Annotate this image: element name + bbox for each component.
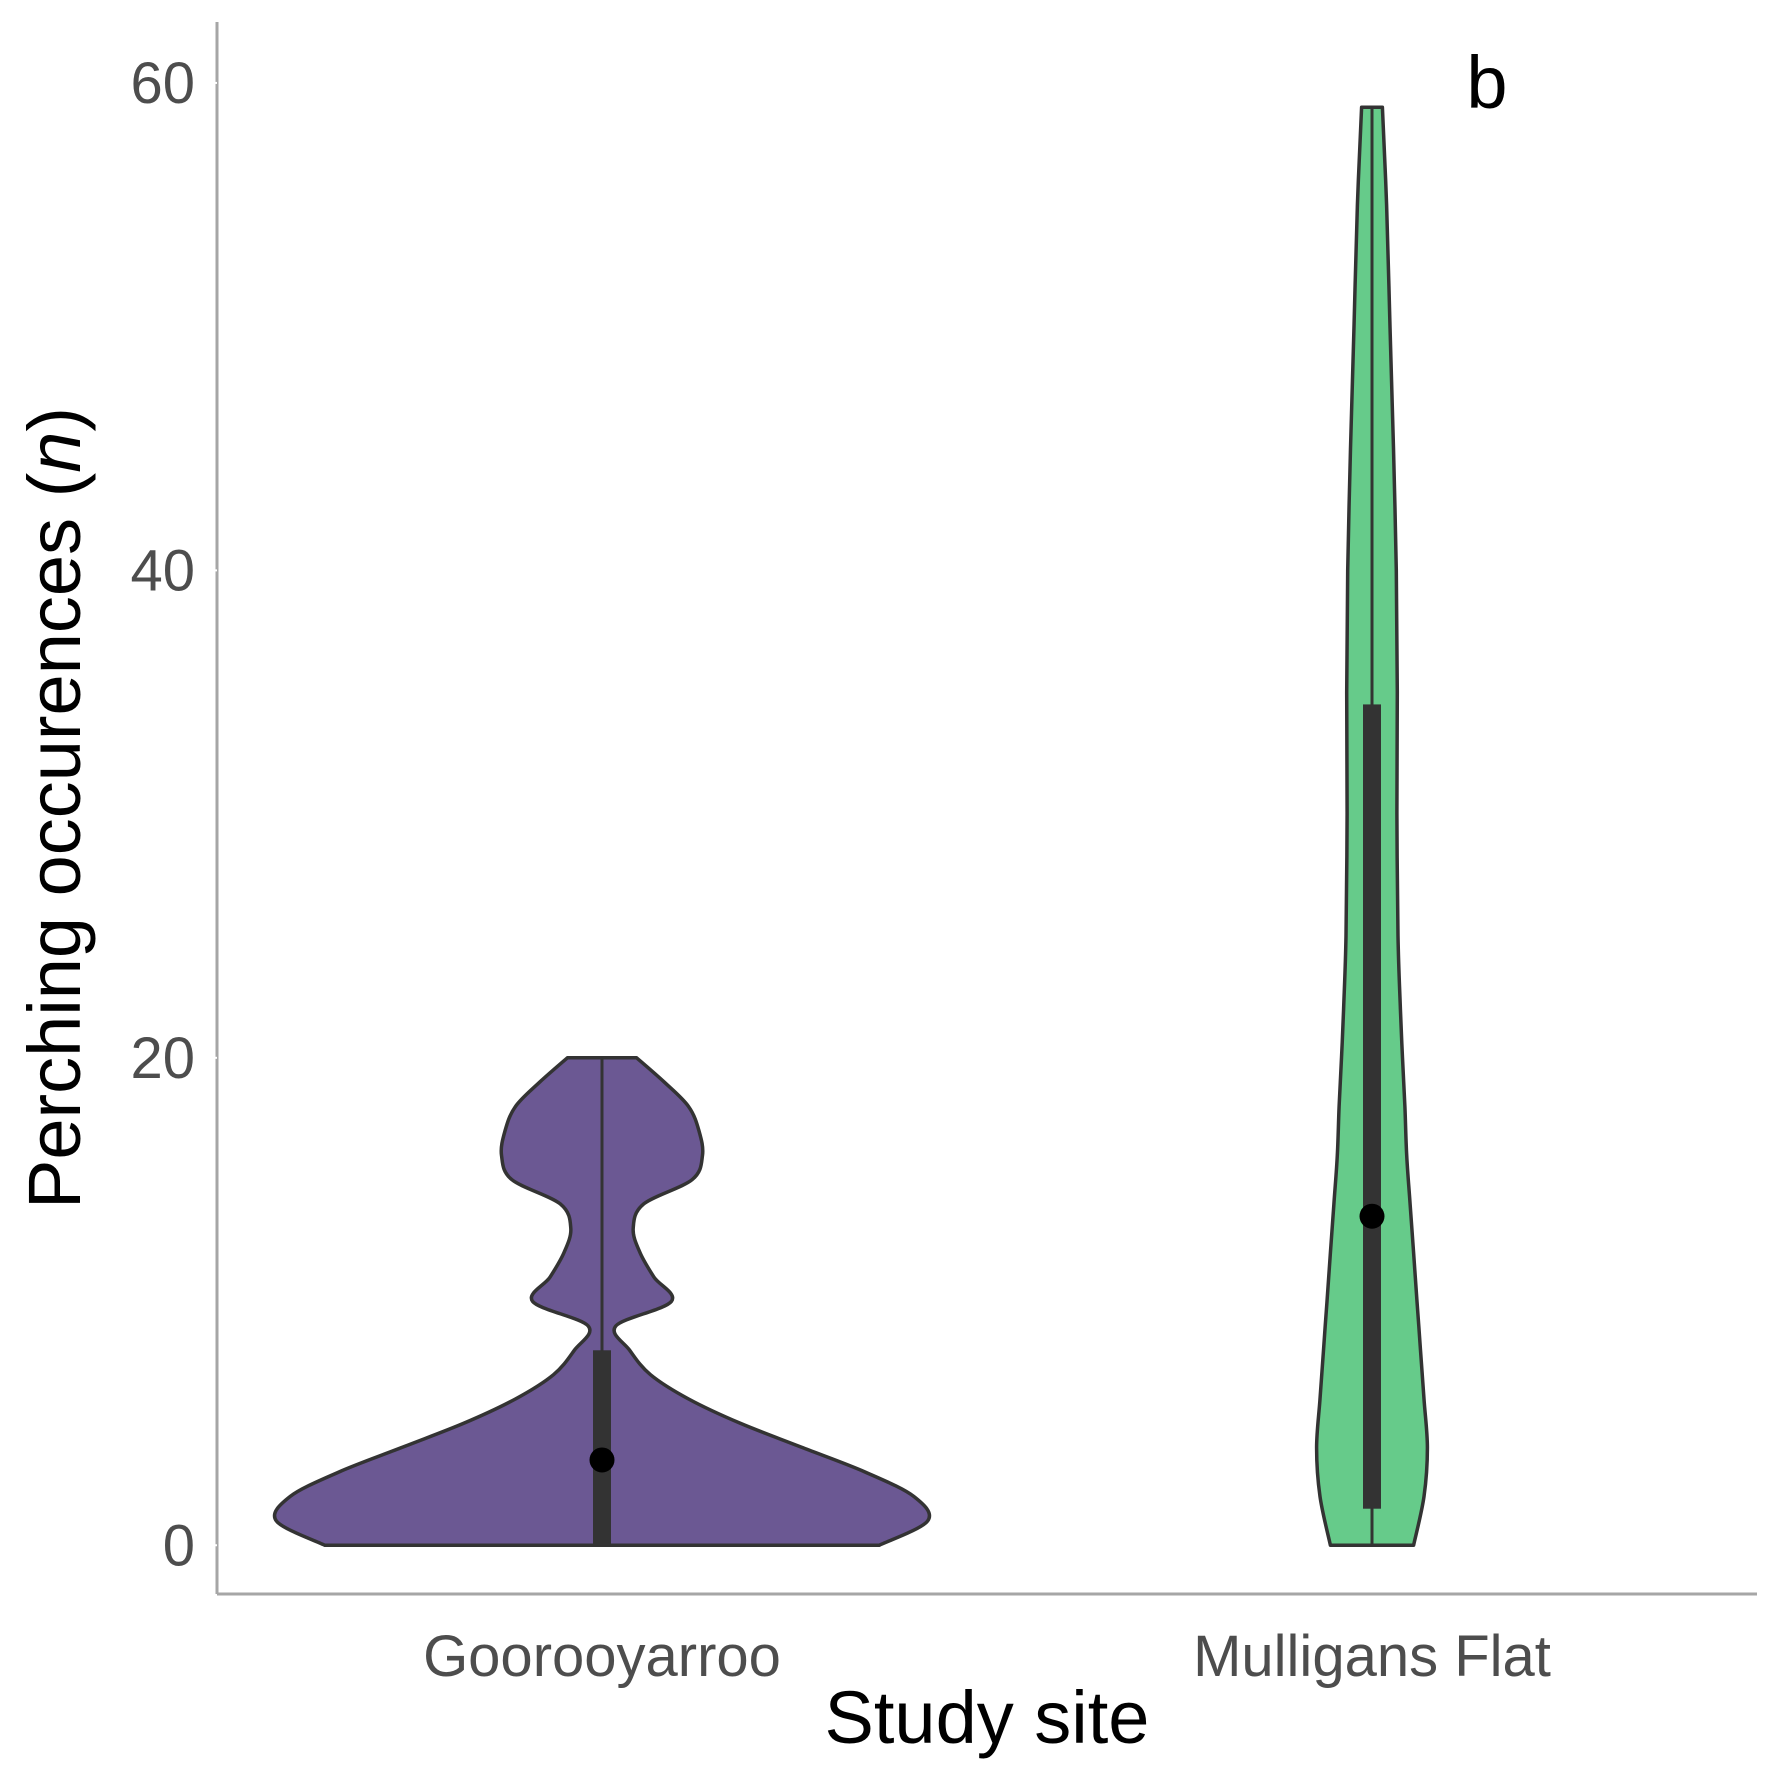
y-tick-label: 0 [163, 1513, 195, 1578]
violin-median-point [1359, 1203, 1385, 1229]
y-axis-title-symbol: n [13, 432, 96, 473]
violin-median-point [589, 1447, 615, 1473]
x-tick-label: Mulligans Flat [1193, 1624, 1551, 1689]
summary-layer [589, 107, 1385, 1546]
y-ticks: 0 20 40 60 [130, 51, 217, 1578]
x-ticks: Goorooyarroo Mulligans Flat [423, 1624, 1551, 1689]
x-tick-label: Goorooyarroo [423, 1624, 781, 1689]
y-tick-label: 60 [130, 51, 195, 116]
x-axis-title: Study site [825, 1676, 1150, 1759]
violin-iqr-bar [1363, 704, 1381, 1509]
y-tick-label: 40 [130, 538, 195, 603]
y-tick-label: 20 [130, 1026, 195, 1091]
y-axis-title: Perching occurences (n) [13, 407, 96, 1209]
significance-letter: b [1466, 41, 1507, 124]
violins-layer [272, 105, 1430, 1548]
y-axis-title-text: Perching occurences [13, 518, 96, 1209]
annotations: b [1466, 41, 1507, 124]
